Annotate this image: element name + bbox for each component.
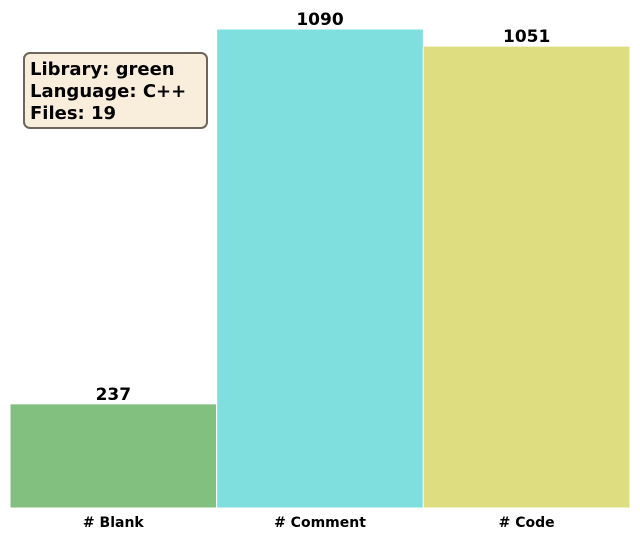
info-line-library: Library: green xyxy=(30,59,175,80)
value-labels-layer: 237 1090 1051 xyxy=(96,10,551,405)
info-box-background xyxy=(23,52,208,129)
x-tick-label-blank: # Blank xyxy=(83,515,144,531)
bar-code xyxy=(422,45,631,509)
bar-comment xyxy=(216,28,424,509)
x-tick-label-comment: # Comment xyxy=(274,515,366,531)
x-tick-labels: # Blank # Comment # Code xyxy=(83,515,555,531)
info-line-files: Files: 19 xyxy=(30,103,116,124)
x-tick-label-code: # Code xyxy=(499,515,555,531)
value-label-blank: 237 xyxy=(96,385,132,405)
value-label-comment: 1090 xyxy=(296,10,343,30)
bars-layer xyxy=(9,28,631,509)
info-line-language: Language: C++ xyxy=(30,81,186,102)
value-label-code: 1051 xyxy=(503,27,550,47)
bar-blank xyxy=(9,403,218,509)
info-box: Library: green Language: C++ Files: 19 xyxy=(23,52,208,129)
